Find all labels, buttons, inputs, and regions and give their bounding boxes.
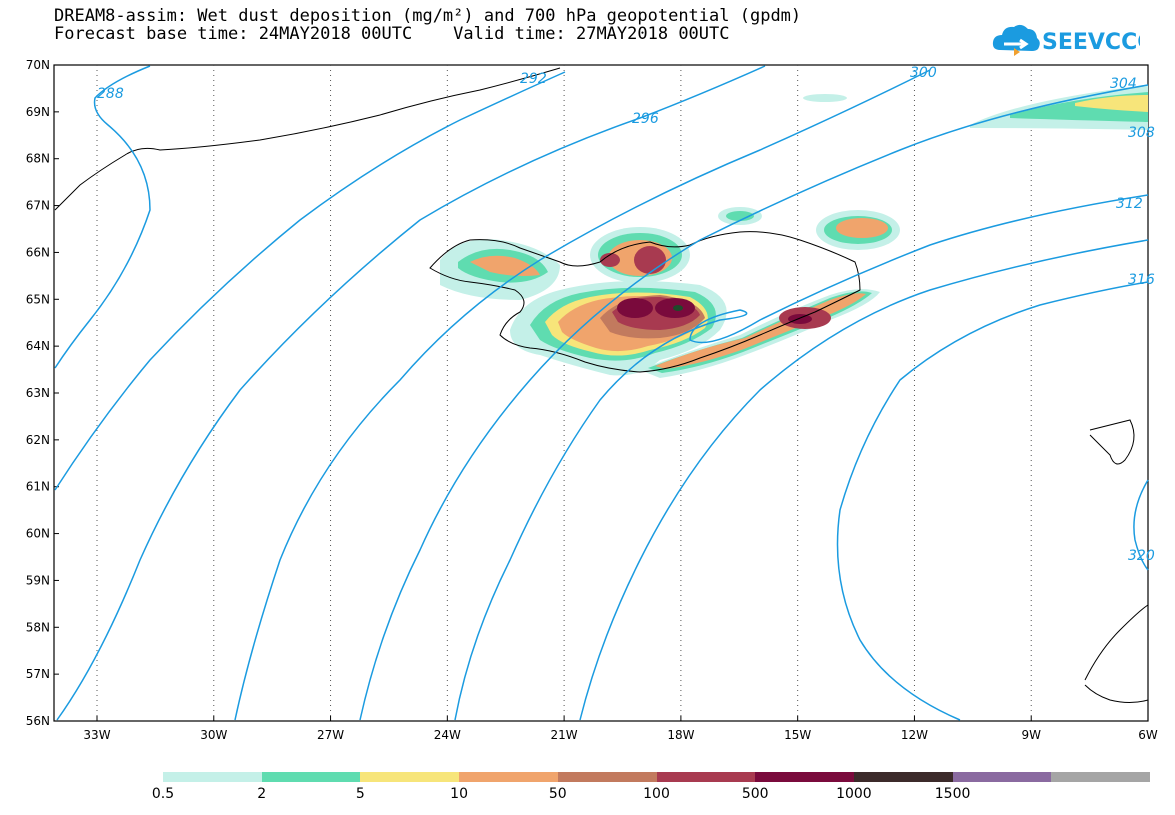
legend-label: 500 <box>741 786 769 802</box>
lat-tick-label: 60N <box>26 527 50 541</box>
contour-label-292: 292 <box>520 71 547 87</box>
contour-labels: 288 292 296 300 304 308 312 316 320 <box>97 65 1155 564</box>
legend-label: 50 <box>548 786 567 802</box>
contour-label-300: 300 <box>910 65 937 81</box>
dust-deposition-field <box>440 85 1148 378</box>
contour-label-288: 288 <box>97 86 124 102</box>
lat-tick-label: 66N <box>26 245 50 259</box>
legend-swatch <box>360 772 460 782</box>
legend-label: 1000 <box>836 786 872 802</box>
legend-swatch <box>755 772 854 782</box>
lon-tick-label: 9W <box>1021 728 1041 742</box>
legend-label: 10 <box>450 786 469 802</box>
seevccc-logo: SEEVCCC <box>990 18 1153 58</box>
lat-tick-label: 65N <box>26 292 50 306</box>
logo-text: SEEVCCC <box>1042 30 1140 55</box>
geopotential-contours <box>54 65 1149 721</box>
legend-label: 100 <box>643 786 670 802</box>
lon-tick-label: 12W <box>901 728 928 742</box>
map-title-line-1: DREAM8-assim: Wet dust deposition (mg/m²… <box>54 6 802 26</box>
lat-tick-label: 68N <box>26 152 50 166</box>
lon-tick-label: 33W <box>83 728 110 742</box>
legend-swatch <box>656 772 756 782</box>
longitude-axis: 33W 30W 27W 24W 21W 18W 15W 12W 9W 6W <box>83 716 1158 742</box>
contour-label-316: 316 <box>1128 272 1155 288</box>
map-frame <box>53 64 1149 722</box>
lat-tick-label: 70N <box>26 58 50 72</box>
lon-tick-label: 15W <box>784 728 811 742</box>
lon-tick-label: 21W <box>551 728 578 742</box>
contour-label-304: 304 <box>1110 76 1137 92</box>
lat-tick-label: 64N <box>26 339 50 353</box>
legend-label: 5 <box>355 786 365 802</box>
contour-label-320: 320 <box>1128 548 1155 564</box>
contour-label-308: 308 <box>1128 125 1155 141</box>
lon-tick-label: 27W <box>317 728 344 742</box>
map-title-line-2: Forecast base time: 24MAY2018 00UTC Vali… <box>54 24 730 44</box>
legend-swatch <box>557 772 657 782</box>
legend-label: 2 <box>257 786 267 802</box>
legend-label: 0.5 <box>151 786 175 802</box>
lon-tick-label: 6W <box>1138 728 1158 742</box>
lat-tick-label: 62N <box>26 433 50 447</box>
latitude-axis: 70N 69N 68N 67N 66N 65N 64N 63N 62N 61N 60N 59N 58N 5… <box>26 58 59 728</box>
legend-swatch <box>459 772 558 782</box>
contour-label-296: 296 <box>632 111 659 127</box>
legend-swatch <box>163 772 262 782</box>
coastlines <box>54 67 1149 703</box>
lon-tick-label: 24W <box>434 728 461 742</box>
lat-tick-label: 69N <box>26 105 50 119</box>
legend-swatch <box>853 772 953 782</box>
lat-tick-label: 56N <box>26 714 50 728</box>
lat-tick-label: 58N <box>26 620 50 634</box>
lat-tick-label: 59N <box>26 573 50 587</box>
legend-swatch <box>952 772 1052 782</box>
legend-swatch <box>261 772 361 782</box>
lon-tick-label: 30W <box>200 728 227 742</box>
lat-tick-label: 61N <box>26 480 50 494</box>
lon-tick-label: 18W <box>667 728 694 742</box>
lat-tick-label: 63N <box>26 386 50 400</box>
legend-label: 1500 <box>934 786 971 802</box>
lat-tick-label: 67N <box>26 199 50 213</box>
color-legend <box>163 772 1151 782</box>
contour-label-312: 312 <box>1116 196 1143 212</box>
lat-tick-label: 57N <box>26 667 50 681</box>
legend-swatch <box>1051 772 1151 782</box>
